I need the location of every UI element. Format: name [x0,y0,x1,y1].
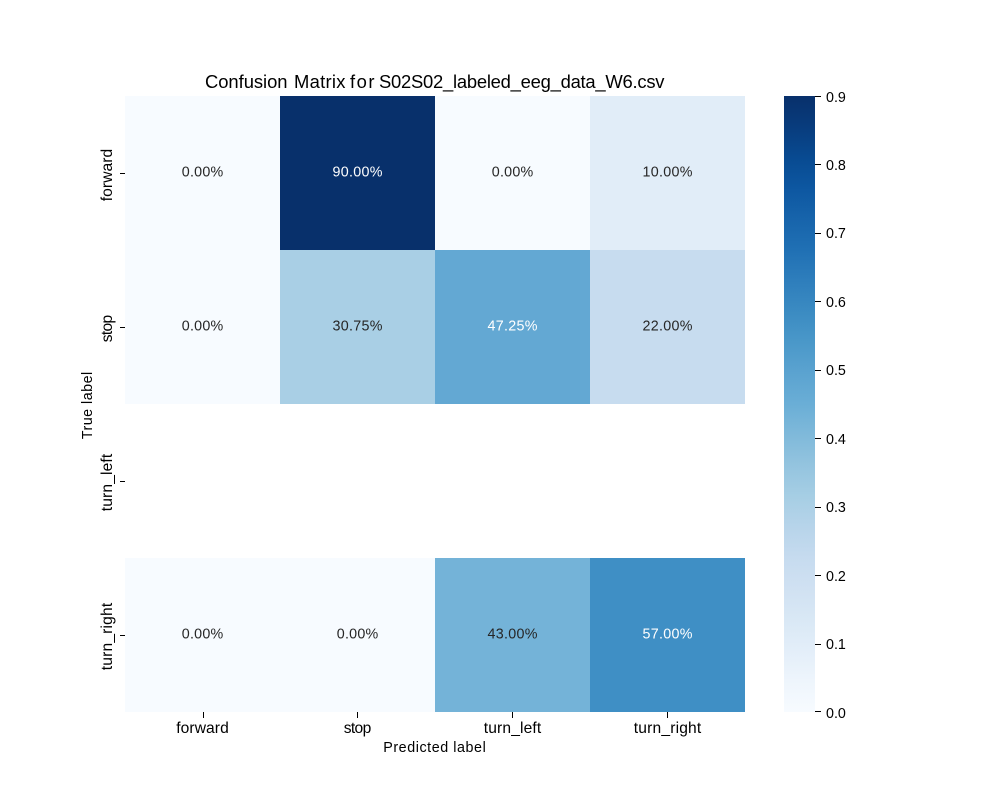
svg-text:0.00%: 0.00% [182,165,224,181]
svg-text:stop: stop [99,314,116,342]
svg-text:turn_left: turn_left [99,453,116,511]
svg-text:10.00%: 10.00% [643,165,693,181]
svg-text:for: for [350,71,375,92]
svg-text:47.25%: 47.25% [488,319,538,335]
svg-text:0.9: 0.9 [826,90,846,106]
svg-text:43.00%: 43.00% [488,627,538,643]
svg-text:S02S02_labeled_eeg_data_W6.csv: S02S02_labeled_eeg_data_W6.csv [379,71,665,93]
svg-text:turn_left: turn_left [484,720,542,737]
svg-text:0.1: 0.1 [826,637,846,653]
svg-text:0.5: 0.5 [826,363,846,379]
svg-text:30.75%: 30.75% [333,319,383,335]
svg-text:turn_right: turn_right [99,602,116,670]
svg-text:0.7: 0.7 [826,226,846,242]
svg-text:0.2: 0.2 [826,569,846,585]
svg-text:0.00%: 0.00% [492,165,534,181]
svg-text:0.00%: 0.00% [182,319,224,335]
svg-text:Matrix: Matrix [294,71,346,92]
svg-text:Confusion: Confusion [205,71,288,92]
svg-text:forward: forward [176,720,229,737]
svg-text:0.8: 0.8 [826,158,846,174]
svg-text:22.00%: 22.00% [643,319,693,335]
svg-text:turn_right: turn_right [634,720,702,737]
svg-text:0.0: 0.0 [826,706,846,722]
svg-text:forward: forward [99,149,116,202]
svg-text:0.6: 0.6 [826,295,846,311]
svg-text:stop: stop [344,720,372,737]
svg-text:0.4: 0.4 [826,432,846,448]
svg-text:True label: True label [80,372,96,440]
svg-text:0.00%: 0.00% [337,627,379,643]
svg-text:90.00%: 90.00% [333,165,383,181]
svg-text:57.00%: 57.00% [643,627,693,643]
svg-text:Predicted label: Predicted label [383,740,486,756]
svg-text:0.00%: 0.00% [182,627,224,643]
svg-text:0.3: 0.3 [826,500,846,516]
